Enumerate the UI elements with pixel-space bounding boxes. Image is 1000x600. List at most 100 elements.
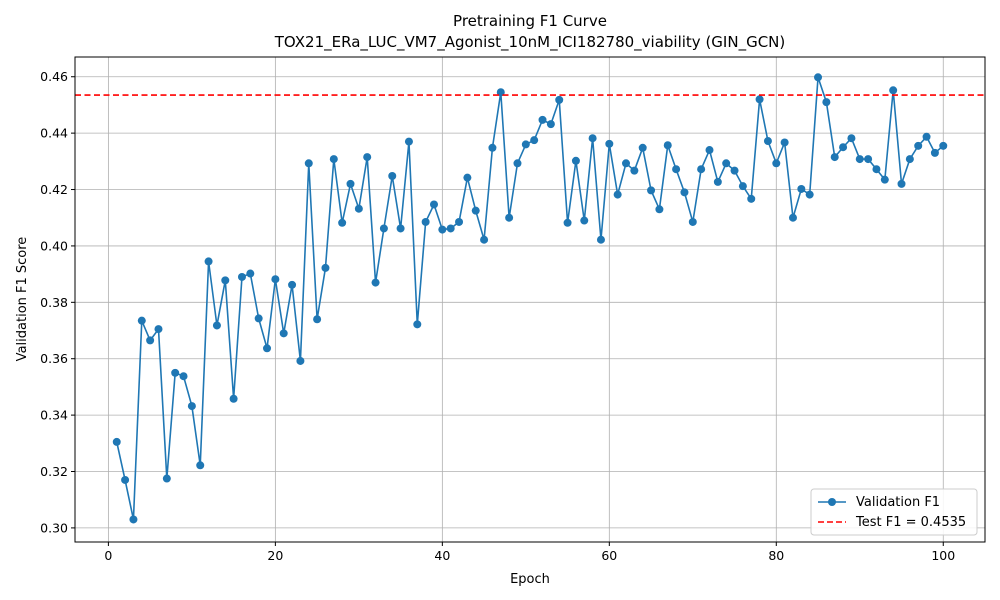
validation-f1-point bbox=[463, 173, 472, 182]
validation-f1-point bbox=[263, 344, 272, 353]
x-tick-label: 100 bbox=[931, 548, 955, 563]
validation-f1-point bbox=[396, 224, 405, 233]
x-tick-label: 80 bbox=[768, 548, 784, 563]
validation-f1-point bbox=[121, 475, 130, 484]
validation-f1-point bbox=[672, 165, 681, 174]
validation-f1-point bbox=[655, 205, 664, 214]
validation-f1-point bbox=[638, 143, 647, 152]
validation-f1-point bbox=[730, 166, 739, 175]
validation-f1-point bbox=[697, 165, 706, 174]
validation-f1-point bbox=[204, 257, 213, 266]
legend-box bbox=[810, 488, 978, 536]
validation-f1-point bbox=[880, 175, 889, 184]
validation-f1-point bbox=[229, 394, 238, 403]
validation-f1-point bbox=[196, 461, 205, 470]
validation-f1-point bbox=[822, 98, 831, 107]
validation-f1-point bbox=[521, 140, 530, 149]
validation-f1-point bbox=[930, 148, 939, 157]
chart-title: Pretraining F1 Curve bbox=[453, 12, 607, 30]
validation-f1-point bbox=[864, 155, 873, 164]
validation-f1-point bbox=[321, 263, 330, 272]
validation-f1-point bbox=[446, 224, 455, 233]
validation-f1-point bbox=[889, 86, 898, 95]
validation-f1-point bbox=[480, 235, 489, 244]
validation-f1-point bbox=[872, 165, 881, 174]
validation-f1-point bbox=[438, 225, 447, 234]
validation-f1-point bbox=[897, 179, 906, 188]
validation-f1-point bbox=[505, 213, 514, 222]
validation-f1-point bbox=[371, 278, 380, 287]
validation-f1-point bbox=[313, 315, 322, 324]
validation-f1-point bbox=[805, 190, 814, 199]
validation-f1-point bbox=[580, 216, 589, 225]
validation-f1-point bbox=[847, 134, 856, 143]
legend: Validation F1 Test F1 = 0.4535 bbox=[810, 488, 978, 536]
validation-f1-point bbox=[538, 115, 547, 124]
validation-f1-point bbox=[304, 159, 313, 168]
validation-f1-point bbox=[555, 95, 564, 104]
validation-f1-point bbox=[905, 155, 914, 164]
validation-f1-point bbox=[563, 218, 572, 227]
validation-f1-point bbox=[237, 272, 246, 281]
validation-f1-point bbox=[338, 218, 347, 227]
validation-f1-point bbox=[346, 179, 355, 188]
validation-f1-point bbox=[296, 356, 305, 365]
validation-f1-point bbox=[212, 321, 221, 330]
y-tick-label: 0.44 bbox=[40, 126, 68, 141]
validation-f1-point bbox=[187, 402, 196, 411]
x-axis: 0 20 40 60 80 100 bbox=[104, 542, 955, 563]
validation-f1-point bbox=[839, 143, 848, 152]
validation-f1-point bbox=[404, 137, 413, 146]
validation-f1-line bbox=[115, 77, 944, 520]
legend-test-label: Test F1 = 0.4535 bbox=[855, 515, 966, 530]
validation-f1-point bbox=[388, 171, 397, 180]
validation-f1-point bbox=[379, 224, 388, 233]
validation-f1-point bbox=[246, 269, 255, 278]
validation-f1-point bbox=[513, 159, 522, 168]
validation-f1-point bbox=[613, 190, 622, 199]
validation-f1-point bbox=[663, 141, 672, 150]
validation-f1-point bbox=[780, 138, 789, 147]
legend-validation-marker bbox=[828, 498, 836, 506]
y-tick-label: 0.32 bbox=[40, 464, 68, 479]
validation-f1-point bbox=[939, 141, 948, 150]
validation-f1-point bbox=[112, 437, 121, 446]
validation-f1-point bbox=[680, 188, 689, 197]
validation-f1-point bbox=[146, 336, 155, 345]
validation-f1-point bbox=[630, 166, 639, 175]
plot-frame bbox=[74, 56, 986, 543]
validation-f1-point bbox=[588, 134, 597, 143]
validation-f1-point bbox=[329, 155, 338, 164]
validation-f1-point bbox=[363, 153, 372, 162]
validation-f1-point bbox=[747, 194, 756, 203]
x-tick-label: 40 bbox=[434, 548, 450, 563]
x-tick-label: 20 bbox=[267, 548, 283, 563]
validation-f1-point bbox=[179, 372, 188, 381]
validation-f1-point bbox=[271, 275, 280, 284]
validation-f1-point bbox=[129, 515, 138, 524]
validation-f1-point bbox=[797, 184, 806, 193]
validation-f1-point bbox=[914, 141, 923, 150]
validation-f1-point bbox=[137, 316, 146, 325]
validation-f1-point bbox=[471, 206, 480, 215]
validation-f1-point bbox=[688, 217, 697, 226]
validation-f1-point bbox=[705, 146, 714, 155]
validation-f1-point bbox=[772, 159, 781, 168]
validation-f1-point bbox=[814, 73, 823, 82]
x-tick-label: 60 bbox=[601, 548, 617, 563]
y-tick-label: 0.42 bbox=[40, 182, 68, 197]
validation-f1-point bbox=[413, 320, 422, 329]
validation-f1-point bbox=[738, 182, 747, 191]
legend-validation-label: Validation F1 bbox=[856, 495, 940, 510]
validation-f1-point bbox=[855, 155, 864, 164]
chart-subtitle: TOX21_ERa_LUC_VM7_Agonist_10nM_ICI182780… bbox=[274, 33, 785, 52]
x-tick-label: 0 bbox=[104, 548, 112, 563]
validation-f1-point bbox=[455, 217, 464, 226]
grid bbox=[75, 57, 985, 542]
y-tick-label: 0.34 bbox=[40, 408, 68, 423]
validation-f1-point bbox=[288, 280, 297, 289]
validation-f1-point bbox=[722, 159, 731, 168]
validation-f1-point bbox=[830, 153, 839, 162]
y-tick-label: 0.40 bbox=[40, 238, 68, 253]
